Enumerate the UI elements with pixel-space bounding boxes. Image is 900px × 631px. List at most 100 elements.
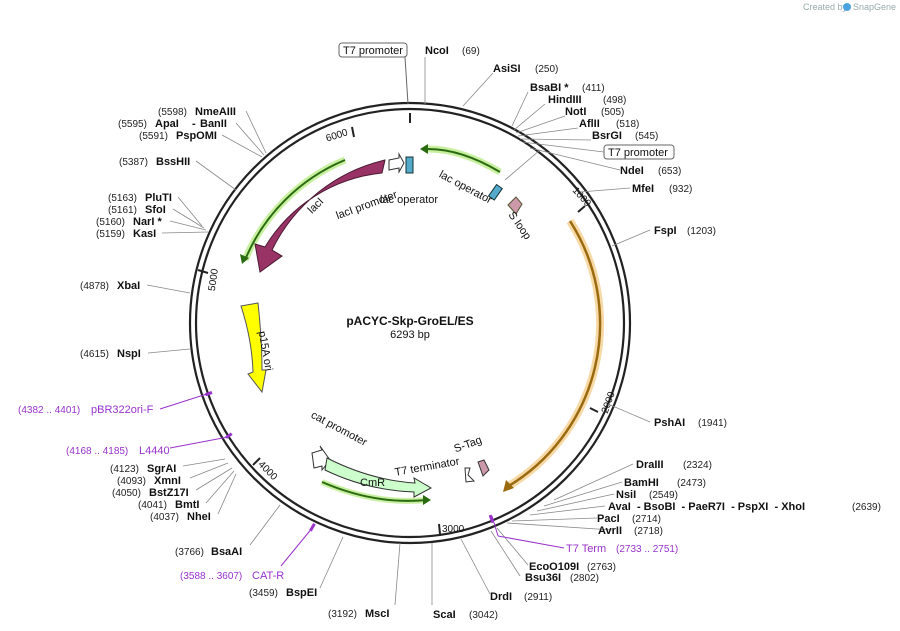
enzyme-draiii-pos: (2324) [683, 460, 712, 471]
enzyme-bstz17i[interactable]: BstZ17I [149, 487, 189, 499]
enzyme-scai-pos: (3042) [469, 610, 498, 621]
enzyme-bsu36i-pos: (2802) [570, 573, 599, 584]
enzyme-mfei[interactable]: MfeI [632, 183, 654, 195]
enzymes-right: NcoI (69) AsiSI (250) BsaBI * (411) Hind… [425, 45, 881, 603]
t7-terminator-feature[interactable] [464, 467, 476, 483]
primer-marks [204, 391, 495, 532]
enzyme-bsrgi[interactable]: BsrGI [592, 130, 622, 142]
enzyme-banii[interactable]: BanII [200, 118, 227, 130]
enzyme-pshai[interactable]: PshAI [654, 417, 685, 429]
enzyme-bsrgi-pos: (545) [635, 131, 658, 142]
laci-feature[interactable] [254, 159, 386, 273]
credit-brand: SnapGene [853, 2, 896, 12]
enzyme-ava-group[interactable]: AvaI - BsoBI - PaeR7I - PspXI - XhoI [608, 501, 805, 513]
enzyme-nspi-pos: (4615) [80, 349, 109, 360]
enzyme-pspomi[interactable]: PspOMI [176, 130, 217, 142]
enzyme-scai[interactable]: ScaI [433, 609, 456, 621]
enzyme-avrii[interactable]: AvrII [598, 525, 622, 537]
enzyme-bsabi-pos: (411) [582, 83, 605, 94]
enzyme-pluti-pos: (5163) [108, 193, 137, 204]
primer-t7-term[interactable]: T7 Term [566, 543, 606, 555]
enzyme-draiii[interactable]: DraIII [636, 459, 664, 471]
enzyme-kasi[interactable]: KasI [133, 228, 156, 240]
enzyme-bspei-pos: (3459) [249, 588, 278, 599]
enzyme-nmeaiii[interactable]: NmeAIII [195, 106, 236, 118]
enzyme-pluti[interactable]: PluTI [145, 192, 172, 204]
laci-promoter-arrow[interactable] [388, 152, 405, 174]
enzyme-bsaai[interactable]: BsaAI [211, 546, 242, 558]
top-green-arrow [424, 147, 501, 173]
snapgene-logo-icon [843, 3, 851, 11]
s-tag-label: S-Tag [452, 434, 483, 455]
enzyme-nsii[interactable]: NsiI [616, 489, 636, 501]
enzyme-aflii-pos: (518) [616, 119, 639, 130]
enzyme-mfei-pos: (932) [669, 184, 692, 195]
enzyme-sfoi-pos: (5161) [108, 205, 137, 216]
enzyme-ncoi-pos: (69) [462, 46, 480, 57]
enzyme-nsii-pos: (2549) [649, 490, 678, 501]
ruler-tick-4000: 4000 [256, 459, 280, 483]
backbone-outer [188, 101, 632, 545]
enzyme-nspi[interactable]: NspI [117, 348, 141, 360]
enzyme-asisi[interactable]: AsiSI [493, 63, 521, 75]
enzyme-noti[interactable]: NotI [565, 106, 586, 118]
primer-l4440[interactable]: L4440 [139, 445, 170, 457]
enzyme-ncoi[interactable]: NcoI [425, 45, 449, 57]
enzyme-fspi[interactable]: FspI [654, 225, 677, 237]
enzyme-hindiii-pos: (498) [603, 95, 626, 106]
s-tag-feature[interactable] [477, 459, 490, 477]
enzyme-ndei[interactable]: NdeI [620, 165, 644, 177]
plasmid-name: pACYC-Skp-GroEL/ES [346, 314, 473, 328]
t7-promoter-top-box[interactable]: T7 promoter [338, 42, 408, 58]
leader-lines [146, 57, 651, 606]
t7-terminator-label: T7 terminator [394, 456, 461, 479]
enzyme-sgrai-pos: (4123) [110, 464, 139, 475]
enzyme-paci-pos: (2714) [632, 514, 661, 525]
backbone-inner [194, 107, 626, 539]
enzyme-bsshii[interactable]: BssHII [156, 156, 190, 168]
enzyme-aflii[interactable]: AflII [579, 118, 600, 130]
enzyme-bamhi[interactable]: BamHI [624, 477, 659, 489]
enzyme-bamhi-pos: (2473) [677, 478, 706, 489]
credit-prefix: Created by [803, 2, 848, 12]
enzyme-apai[interactable]: ApaI [155, 118, 179, 130]
enzyme-fspi-pos: (1203) [687, 226, 716, 237]
enzyme-xbai[interactable]: XbaI [117, 280, 140, 292]
top-green-glow [424, 145, 502, 176]
enzyme-xbai-pos: (4878) [80, 281, 109, 292]
enzyme-nhei[interactable]: NheI [187, 511, 211, 523]
lac-operator-left-box[interactable] [405, 156, 414, 174]
cmr-feature[interactable] [324, 457, 433, 498]
enzyme-xmni[interactable]: XmnI [154, 475, 181, 487]
enzyme-xmni-pos: (4093) [117, 476, 146, 487]
t7-promoter-right-box[interactable]: T7 promoter [603, 144, 675, 160]
s-loop-label: S loop [506, 210, 534, 242]
primer-pbr322ori-f-pos: (4382 .. 4401) [18, 405, 80, 416]
enzyme-ndei-pos: (653) [658, 166, 681, 177]
p15a-ori-feature[interactable] [240, 302, 267, 394]
enzyme-msci[interactable]: MscI [365, 608, 389, 620]
enzyme-bstz17i-pos: (4050) [112, 488, 141, 499]
enzyme-pshai-pos: (1941) [698, 418, 727, 429]
enzyme-drdi-pos: (2911) [524, 592, 552, 603]
primer-pbr322ori-f[interactable]: pBR322ori-F [91, 404, 154, 416]
enzyme-drdi[interactable]: DrdI [490, 591, 512, 603]
enzyme-bspei[interactable]: BspEI [286, 587, 317, 599]
enzyme-sgrai[interactable]: SgrAI [147, 463, 176, 475]
enzyme-apai-pos: (5595) [118, 119, 147, 130]
enzyme-sfoi[interactable]: SfoI [145, 204, 166, 216]
enzymes-bottom: ScaI (3042) (3192) MscI (3459) BspEI (37… [175, 546, 498, 621]
enzyme-bsshii-pos: (5387) [119, 157, 148, 168]
enzyme-paci[interactable]: PacI [597, 513, 620, 525]
enzyme-bmti[interactable]: BmtI [175, 499, 199, 511]
enzyme-bsabi[interactable]: BsaBI * [530, 82, 569, 94]
enzyme-ecoo109i[interactable]: EcoO109I [529, 561, 579, 573]
s-loop-feature[interactable] [507, 196, 523, 215]
enzymes-left: (4037) NheI (4041) BmtI (4050) BstZ17I (… [80, 106, 236, 523]
enzyme-nari[interactable]: NarI * [133, 216, 162, 228]
enzyme-bsu36i[interactable]: Bsu36I [525, 572, 561, 584]
cmr-green-arrowhead [423, 495, 431, 505]
primer-cat-r[interactable]: CAT-R [252, 570, 284, 582]
lac-operator-right-box[interactable] [487, 183, 503, 201]
enzyme-hindiii[interactable]: HindIII [548, 94, 582, 106]
